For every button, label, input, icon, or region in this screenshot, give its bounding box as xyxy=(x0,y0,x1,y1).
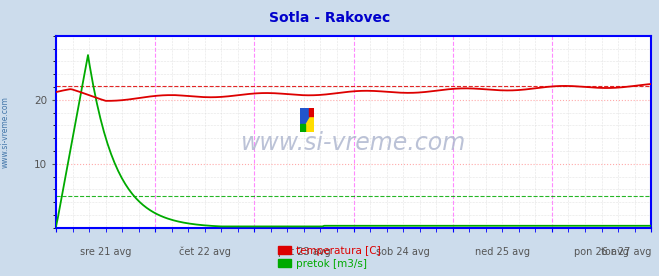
Polygon shape xyxy=(300,108,314,132)
Text: čet 22 avg: čet 22 avg xyxy=(179,247,231,258)
Text: pet 23 avg: pet 23 avg xyxy=(277,247,330,257)
Bar xyxy=(309,108,314,116)
Text: ned 25 avg: ned 25 avg xyxy=(475,247,530,257)
Text: tor 27 avg: tor 27 avg xyxy=(601,247,651,257)
Text: www.si-vreme.com: www.si-vreme.com xyxy=(241,131,466,155)
Text: sob 24 avg: sob 24 avg xyxy=(376,247,430,257)
Text: pon 26 avg: pon 26 avg xyxy=(574,247,629,257)
Polygon shape xyxy=(300,108,314,132)
Text: Sotla - Rakovec: Sotla - Rakovec xyxy=(269,11,390,25)
Legend: temperatura [C], pretok [m3/s]: temperatura [C], pretok [m3/s] xyxy=(276,243,383,271)
Bar xyxy=(300,124,305,132)
Text: sre 21 avg: sre 21 avg xyxy=(80,247,131,257)
Text: www.si-vreme.com: www.si-vreme.com xyxy=(1,97,10,168)
